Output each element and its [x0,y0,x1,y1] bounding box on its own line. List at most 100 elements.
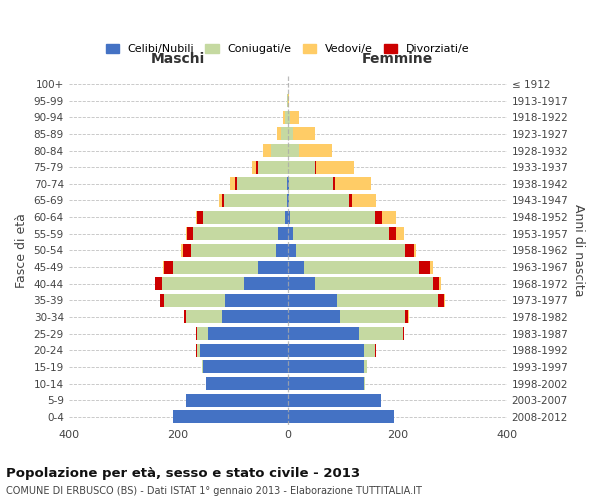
Bar [287,277,315,290]
Bar [202,360,203,374]
Bar [238,178,287,190]
Bar [155,277,162,290]
Bar [197,327,208,340]
Bar [304,260,419,274]
Bar [275,244,287,257]
Bar [187,310,222,324]
Bar [244,277,287,290]
Bar [406,244,413,257]
Bar [376,210,382,224]
Bar [224,194,287,207]
Text: COMUNE DI ERBUSCO (BS) - Dati ISTAT 1° gennaio 2013 - Elaborazione TUTTITALIA.IT: COMUNE DI ERBUSCO (BS) - Dati ISTAT 1° g… [6,486,422,496]
Bar [230,178,235,190]
Bar [200,344,287,356]
Bar [315,277,433,290]
Bar [293,128,315,140]
Bar [287,111,290,124]
Bar [359,327,403,340]
Bar [287,377,364,390]
Bar [197,210,203,224]
Bar [287,228,293,240]
Bar [299,144,332,157]
Bar [256,160,257,173]
Bar [287,144,299,157]
Bar [208,327,287,340]
Bar [364,360,367,374]
Bar [439,277,441,290]
Bar [193,228,278,240]
Bar [395,228,404,240]
Bar [196,344,197,356]
Bar [296,244,406,257]
Bar [257,260,287,274]
Bar [389,228,395,240]
Bar [287,327,359,340]
Bar [337,294,438,307]
Bar [364,344,376,356]
Bar [206,377,287,390]
Bar [290,210,376,224]
Bar [287,294,337,307]
Bar [406,310,408,324]
Bar [222,194,224,207]
Bar [430,260,433,274]
Bar [257,160,287,173]
Bar [173,260,257,274]
Bar [419,260,430,274]
Bar [163,260,164,274]
Bar [287,210,290,224]
Bar [235,178,238,190]
Bar [290,111,299,124]
Bar [271,144,287,157]
Bar [340,310,406,324]
Bar [196,210,197,224]
Bar [222,310,287,324]
Text: Femmine: Femmine [362,52,433,66]
Bar [263,144,271,157]
Bar [287,394,381,406]
Bar [187,394,287,406]
Bar [316,160,355,173]
Bar [364,377,365,390]
Bar [287,410,394,424]
Bar [160,294,164,307]
Bar [382,210,395,224]
Bar [287,178,289,190]
Bar [203,360,287,374]
Bar [219,194,222,207]
Bar [287,360,364,374]
Bar [283,111,285,124]
Bar [162,277,244,290]
Bar [403,327,404,340]
Bar [277,128,281,140]
Bar [278,228,287,240]
Bar [352,194,376,207]
Bar [438,294,444,307]
Bar [293,228,389,240]
Bar [285,111,287,124]
Bar [287,344,364,356]
Text: Popolazione per età, sesso e stato civile - 2013: Popolazione per età, sesso e stato civil… [6,468,360,480]
Bar [287,194,289,207]
Bar [287,160,315,173]
Bar [288,94,289,107]
Bar [164,294,225,307]
Bar [287,244,296,257]
Bar [184,310,187,324]
Bar [191,244,275,257]
Bar [181,244,182,257]
Bar [196,327,197,340]
Bar [335,178,371,190]
Bar [444,294,445,307]
Bar [182,244,191,257]
Bar [203,210,285,224]
Y-axis label: Fasce di età: Fasce di età [15,213,28,288]
Bar [289,194,349,207]
Legend: Celibi/Nubili, Coniugati/e, Vedovi/e, Divorziati/e: Celibi/Nubili, Coniugati/e, Vedovi/e, Di… [101,40,475,58]
Bar [281,128,287,140]
Bar [433,277,439,290]
Bar [197,344,200,356]
Bar [187,228,193,240]
Bar [413,244,416,257]
Bar [315,160,316,173]
